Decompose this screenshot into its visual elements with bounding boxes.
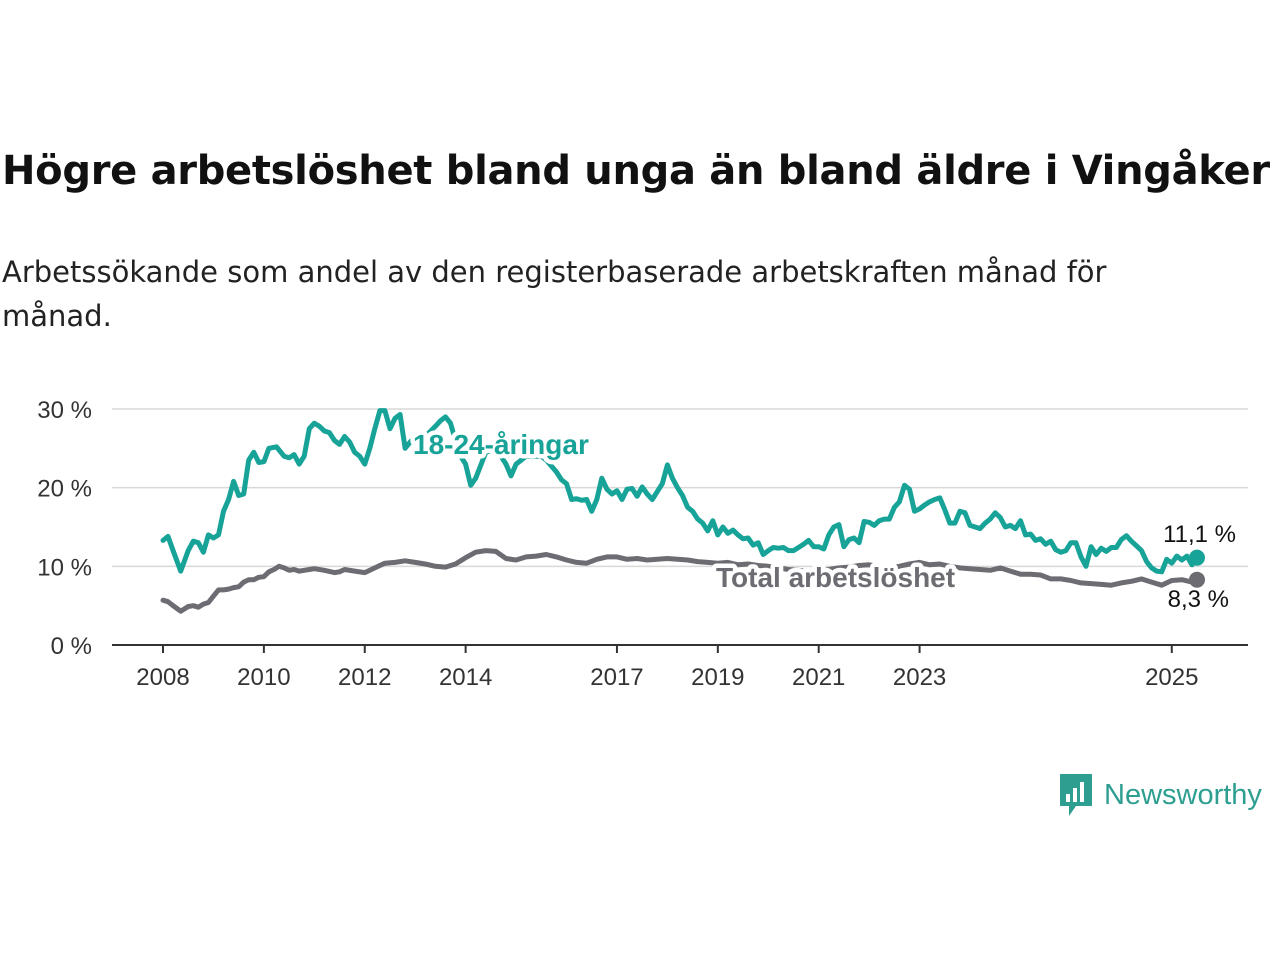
x-tick-label: 2012 — [338, 664, 391, 691]
x-axis: 2008 2010 2012 2014 2017 2019 2021 2023 2025 — [112, 644, 1248, 691]
series-end-dot-1 — [1189, 571, 1205, 588]
series-line-1 — [160, 548, 1200, 614]
y-tick-label: 0 % — [51, 633, 92, 660]
y-tick-label: 30 % — [37, 397, 92, 424]
end-value-youth: 11,1 % — [1163, 521, 1236, 548]
x-tick-label: 2025 — [1145, 664, 1198, 691]
brand-logo: Newsworthy — [1058, 772, 1262, 818]
bar-chart-speech-bubble-icon — [1060, 774, 1092, 816]
x-tick-label: 2014 — [439, 664, 492, 691]
series-label-youth-halo: 18-24-åringar — [413, 429, 589, 460]
y-tick-label: 10 % — [37, 554, 92, 581]
series-label-total-halo: Total arbetslöshet — [716, 562, 955, 593]
series-label-total: Total arbetslöshet — [716, 562, 955, 593]
x-tick-label: 2010 — [237, 664, 290, 691]
x-tick-label: 2021 — [792, 664, 845, 691]
x-tick-label: 2017 — [590, 664, 643, 691]
line-chart: 0 % 10 % 20 % 30 % 2008 2010 2012 2014 2017 2019… — [37, 397, 1248, 691]
end-value-total: 8,3 % — [1168, 586, 1229, 613]
x-tick-label: 2008 — [136, 664, 189, 691]
y-tick-label: 20 % — [37, 476, 92, 503]
series-line-0 — [160, 408, 1200, 575]
brand-name: Newsworthy — [1104, 778, 1262, 811]
y-axis: 0 % 10 % 20 % 30 % — [37, 397, 92, 660]
chart-title: Högre arbetslöshet bland unga än bland ä… — [2, 148, 1270, 194]
chart-subtitle: Arbetssökande som andel av den registerb… — [2, 255, 1107, 333]
x-tick-label: 2023 — [893, 664, 946, 691]
series-lines — [160, 408, 1205, 614]
x-tick-label: 2019 — [691, 664, 744, 691]
series-label-youth: 18-24-åringar — [413, 429, 589, 460]
series-end-dot-0 — [1189, 549, 1205, 566]
